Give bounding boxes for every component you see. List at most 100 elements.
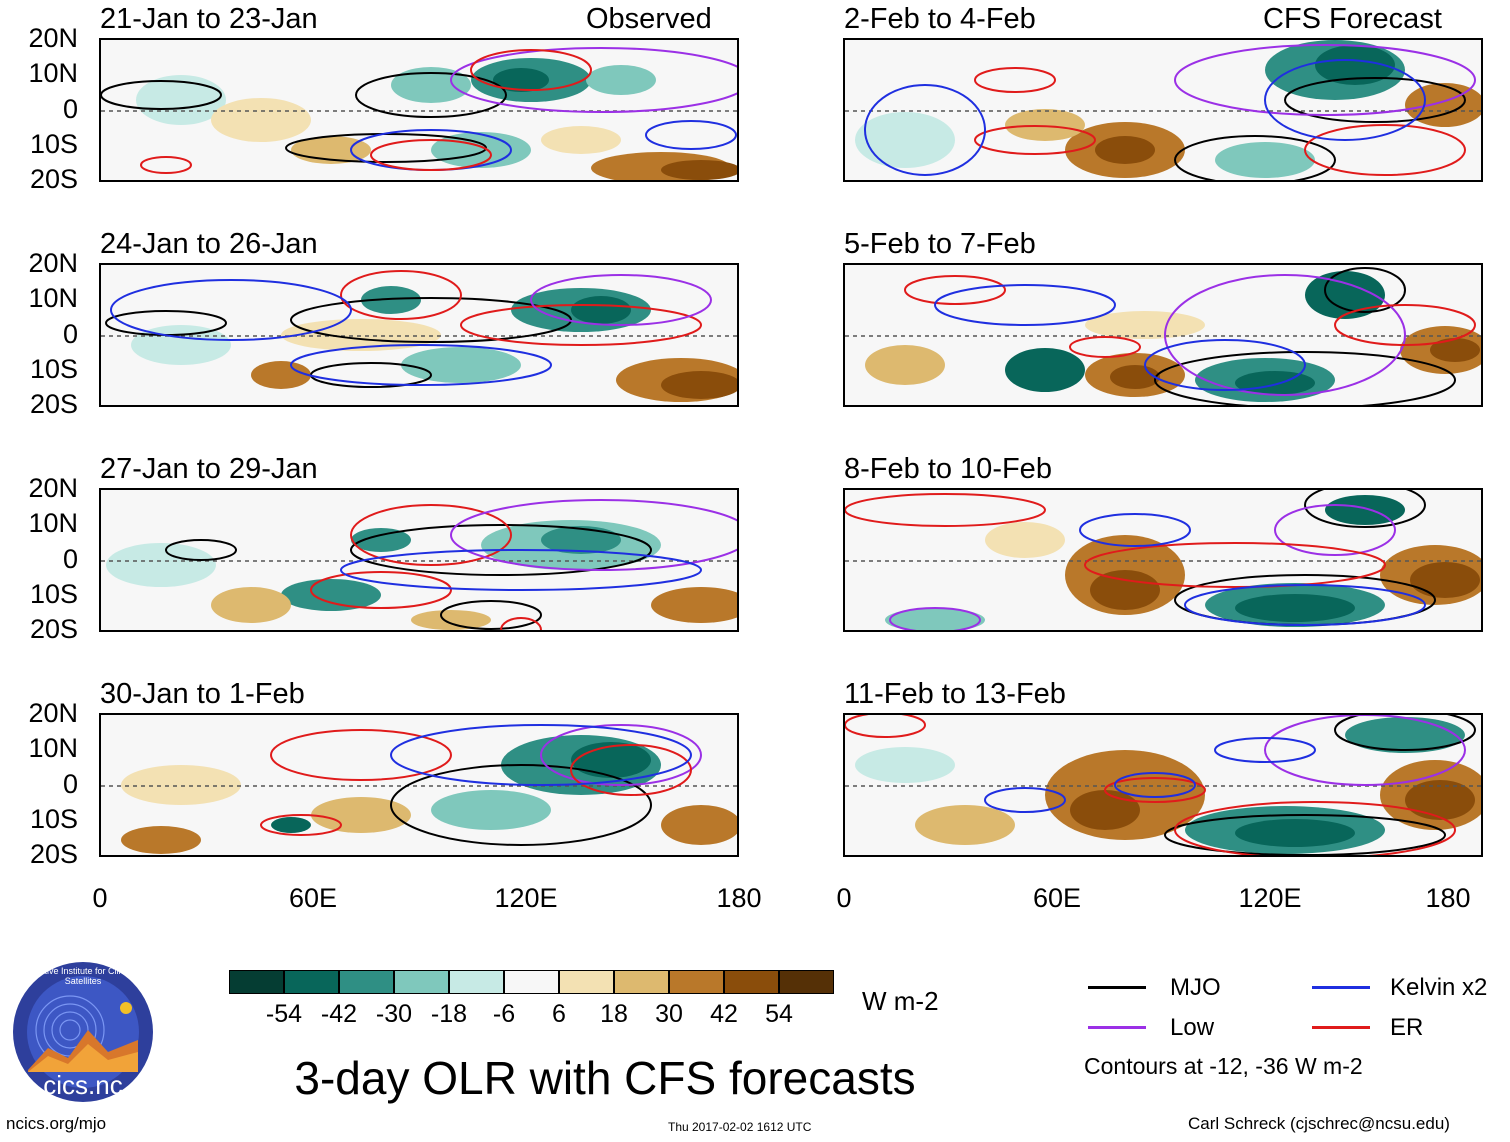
colorbar-label: 30 [655, 1000, 683, 1028]
legend-note: Contours at -12, -36 W m-2 [1084, 1053, 1363, 1079]
lat-label: 10N [28, 283, 78, 313]
colorbar-swatch [614, 970, 669, 994]
colorbar-label: -30 [375, 1000, 413, 1028]
lat-label: 0 [62, 94, 78, 124]
lat-label: 10S [29, 804, 78, 834]
legend-label-low: Low [1170, 1014, 1215, 1041]
olr-field [101, 499, 737, 630]
lon-label: 120E [1238, 883, 1302, 913]
observed-label: Observed [586, 3, 712, 35]
legend-line-low [1088, 1026, 1146, 1029]
logo-ring-text: Cooperative Institute for Climate and Sa… [9, 966, 157, 986]
colorbar-swatch [339, 970, 394, 994]
legend-label-er: ER [1390, 1014, 1424, 1041]
lat-label: 10S [29, 579, 78, 609]
lat-label: 0 [62, 319, 78, 349]
wave-contours [101, 47, 737, 174]
colorbar-label: -18 [430, 1000, 468, 1028]
panel-title: 30-Jan to 1-Feb [100, 678, 305, 710]
lat-label: 10N [28, 733, 78, 763]
logo-text: cics.nc [43, 1070, 123, 1100]
colorbar-label: 6 [552, 1000, 566, 1028]
lon-label: 180 [1425, 883, 1471, 913]
lon-label: 60E [1032, 883, 1082, 913]
colorbar-swatch [394, 970, 449, 994]
lat-label: 10N [28, 508, 78, 538]
wave-contours [845, 490, 1436, 630]
olr-map [843, 713, 1483, 857]
colorbar-swatch [724, 970, 779, 994]
lat-label: 20N [28, 248, 78, 278]
colorbar-label: 54 [765, 1000, 793, 1028]
olr-map [99, 263, 739, 407]
legend-label-kelvin: Kelvin x2 [1390, 974, 1488, 1001]
forecast-label: CFS Forecast [1263, 3, 1442, 35]
colorbar-label: 42 [710, 1000, 738, 1028]
cics-logo: Cooperative Institute for Climate and Sa… [8, 960, 158, 1110]
panel-title: 27-Jan to 29-Jan [100, 453, 318, 485]
olr-field [845, 40, 1481, 180]
colorbar-swatch [779, 970, 834, 994]
colorbar-label: 18 [600, 1000, 628, 1028]
lat-label: 20N [28, 23, 78, 53]
footer-site-link[interactable]: ncics.org/mjo [6, 1114, 107, 1133]
olr-field [845, 715, 1481, 855]
lat-label: 10S [29, 129, 78, 159]
olr-map [99, 713, 739, 857]
colorbar-swatch [449, 970, 504, 994]
panel-title: 24-Jan to 26-Jan [100, 228, 318, 260]
colorbar-swatch [284, 970, 339, 994]
footer-timestamp: Thu 2017-02-02 1612 UTC [668, 1120, 812, 1134]
lon-label: 0 [836, 883, 852, 913]
logo-graphic [13, 962, 153, 1102]
legend-line-kelvin [1312, 986, 1370, 989]
colorbar-unit: W m-2 [862, 986, 939, 1016]
wave-contours [260, 724, 702, 846]
footer-author: Carl Schreck (cjschrec@ncsu.edu) [1188, 1114, 1450, 1133]
main-title: 3-day OLR with CFS forecasts [294, 1052, 916, 1104]
legend-line-er [1312, 1026, 1370, 1029]
lat-label: 20N [28, 473, 78, 503]
wave-contours [864, 44, 1476, 180]
olr-field [101, 270, 737, 402]
wave-contours [165, 499, 737, 630]
lon-label: 60E [288, 883, 338, 913]
lat-label: 10N [28, 58, 78, 88]
olr-anomaly-shading [855, 40, 1481, 178]
olr-field [845, 267, 1481, 405]
lon-label: 0 [92, 883, 108, 913]
lon-label: 180 [716, 883, 762, 913]
lat-label: 10S [29, 354, 78, 384]
olr-map [843, 38, 1483, 182]
wave-contours [904, 267, 1476, 405]
legend-label-mjo: MJO [1170, 974, 1221, 1001]
colorbar-label: -6 [492, 1000, 516, 1028]
olr-anomaly-shading [106, 520, 737, 630]
colorbar-swatch [669, 970, 724, 994]
olr-anomaly-shading [131, 286, 737, 402]
colorbar-swatch [559, 970, 614, 994]
olr-field [101, 47, 737, 180]
colorbar-label: -42 [320, 1000, 358, 1028]
olr-field [101, 724, 737, 854]
olr-anomaly-shading [885, 495, 1481, 630]
olr-anomaly-shading [136, 58, 737, 180]
panel-title: 11-Feb to 13-Feb [844, 678, 1066, 710]
lon-label: 120E [494, 883, 558, 913]
olr-map [843, 263, 1483, 407]
lat-label: 20S [29, 389, 78, 419]
wave-contours [105, 270, 712, 388]
lat-label: 20S [29, 164, 78, 194]
panel-title: 8-Feb to 10-Feb [844, 453, 1052, 485]
colorbar-swatch [504, 970, 559, 994]
colorbar-swatch [229, 970, 284, 994]
lat-label: 0 [62, 544, 78, 574]
olr-map [99, 488, 739, 632]
panel-title: 21-Jan to 23-Jan [100, 3, 318, 35]
panel-title: 2-Feb to 4-Feb [844, 3, 1036, 35]
lat-label: 20S [29, 839, 78, 869]
olr-map [99, 38, 739, 182]
olr-field [845, 490, 1481, 630]
wave-contours [845, 715, 1476, 855]
lat-label: 20N [28, 698, 78, 728]
